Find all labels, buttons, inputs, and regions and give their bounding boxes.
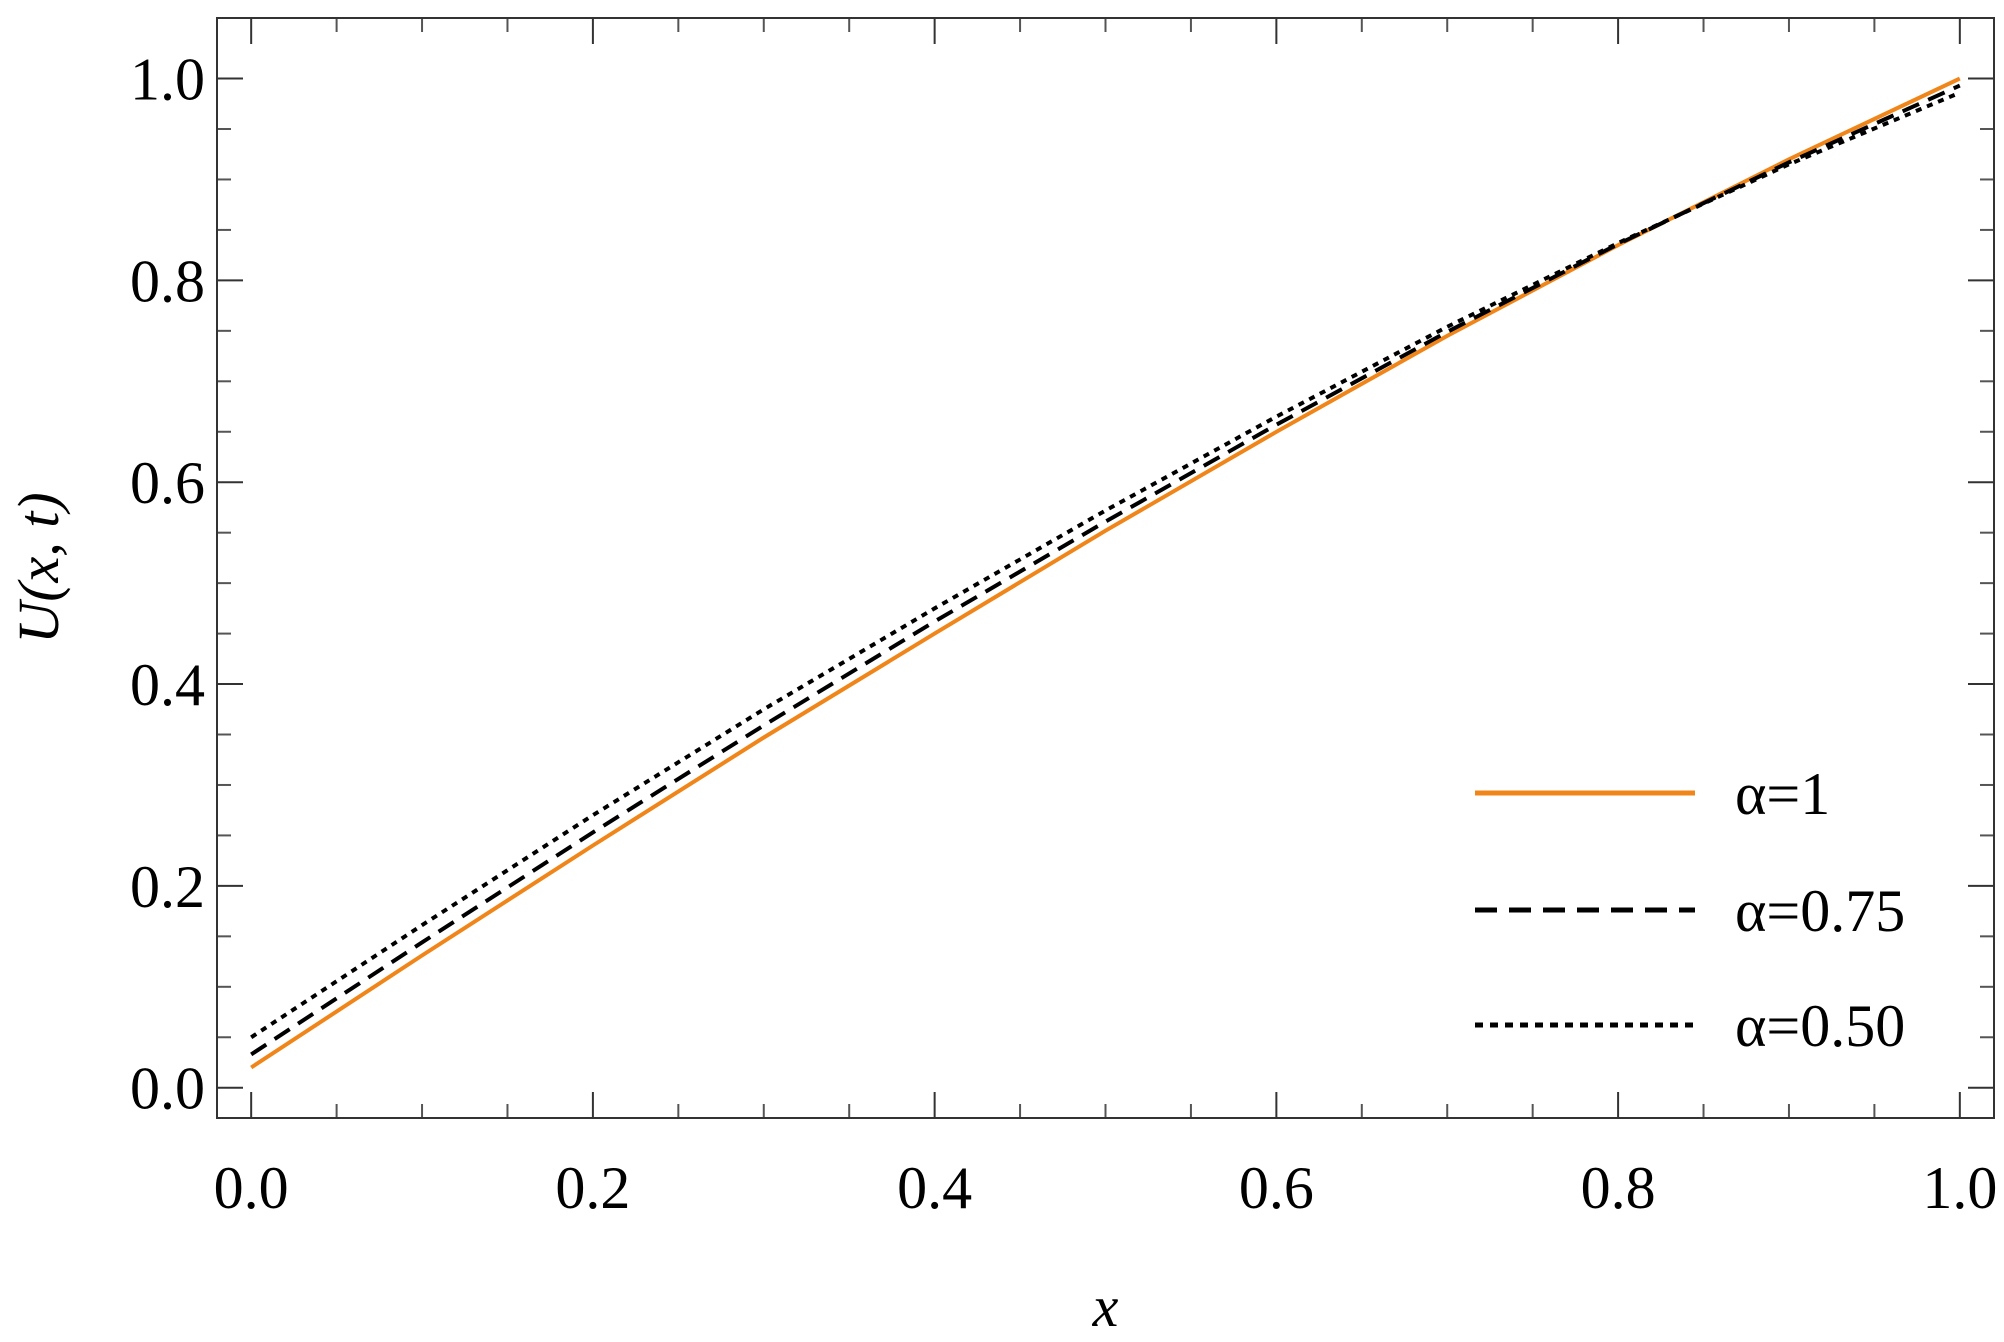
y-tick-label: 0.6: [130, 450, 205, 516]
y-tick-label: 0.2: [130, 854, 205, 920]
series-line-2: [250, 83, 1961, 1057]
series-line-1: [250, 76, 1961, 1070]
legend-label-1: α=1: [1735, 761, 1830, 827]
y-axis-label: U(x, t): [6, 492, 71, 643]
x-tick-label: 0.4: [897, 1155, 972, 1221]
series-lines: [250, 76, 1961, 1070]
tick-labels: 0.0 0.2 0.4 0.6 0.8 1.0 0.0 0.2 0.4 0.6 0.8 1.0: [130, 47, 1997, 1221]
y-tick-label: 0.0: [130, 1056, 205, 1122]
x-tick-label: 0.6: [1239, 1155, 1314, 1221]
y-tick-label: 1.0: [130, 47, 205, 113]
y-tick-label: 0.8: [130, 248, 205, 314]
x-tick-label: 0.2: [555, 1155, 630, 1221]
major-ticks: [217, 18, 1994, 1118]
legend-label-2: α=0.75: [1735, 878, 1905, 944]
x-tick-label: 0.0: [214, 1155, 289, 1221]
x-axis-label: x: [1092, 1274, 1119, 1339]
y-tick-label: 0.4: [130, 652, 205, 718]
x-tick-label: 1.0: [1922, 1155, 1997, 1221]
minor-ticks: [217, 18, 1994, 1118]
legend: α=1 α=0.75 α=0.50: [1475, 761, 1905, 1059]
plot-frame: [216, 17, 1995, 1119]
legend-label-3: α=0.50: [1735, 993, 1905, 1059]
series-line-3: [250, 90, 1961, 1039]
x-tick-label: 0.8: [1581, 1155, 1656, 1221]
